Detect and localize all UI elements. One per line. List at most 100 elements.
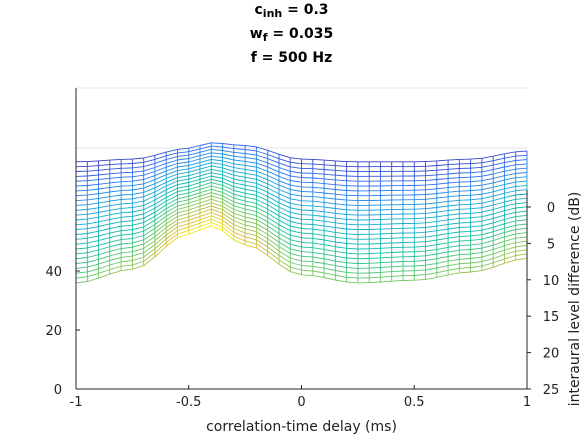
mesh-row-segment — [121, 229, 133, 232]
mesh-row-segment — [267, 208, 280, 217]
mesh-row-segment — [504, 164, 516, 168]
mesh-row-segment — [290, 262, 302, 266]
mesh-row-segment — [290, 216, 302, 220]
mesh-row-segment — [233, 155, 246, 158]
mesh-row-segment — [278, 215, 291, 222]
mesh-row-segment — [459, 199, 471, 201]
mesh-row-segment — [515, 240, 528, 244]
mesh-row-segment — [188, 192, 201, 197]
mesh-row-segment — [380, 261, 392, 264]
mesh-row-segment — [188, 161, 201, 166]
mesh-row-segment — [132, 187, 144, 191]
mesh-row-segment — [504, 181, 516, 185]
mesh-row-segment — [448, 227, 460, 230]
mesh-row-segment — [391, 242, 404, 244]
mesh-row-segment — [380, 232, 392, 235]
mesh-row-segment — [233, 235, 246, 242]
mesh-row-segment — [188, 199, 201, 204]
mesh-row-segment — [470, 261, 482, 264]
mesh-row-segment — [504, 207, 516, 212]
mesh-row-segment — [87, 212, 99, 215]
mesh-row-segment — [211, 178, 223, 183]
mesh-row-segment — [143, 167, 156, 172]
mesh-row-segment — [199, 198, 212, 204]
mesh-row-segment — [199, 212, 212, 217]
mesh-row-segment — [143, 158, 156, 163]
mesh-row-segment — [87, 268, 99, 273]
mesh-row-segment — [470, 238, 482, 241]
mesh-row-segment — [132, 226, 144, 231]
mesh-row-segment — [459, 208, 471, 210]
mesh-row-segment — [470, 157, 482, 160]
mesh-row-segment — [290, 184, 302, 188]
mesh-row-segment — [121, 198, 133, 200]
mesh-row-segment — [211, 165, 223, 169]
mesh-row-segment — [301, 274, 313, 277]
mesh-row-segment — [143, 183, 156, 189]
mesh-row-segment — [448, 199, 460, 202]
mesh-row-segment — [199, 152, 212, 157]
mesh-row-segment — [493, 170, 505, 175]
mesh-row-segment — [470, 256, 482, 259]
mesh-row-segment — [459, 217, 471, 219]
mesh-row-segment — [301, 237, 313, 239]
mesh-row-segment — [75, 194, 88, 197]
mesh-row-segment — [470, 180, 482, 183]
mesh-row-segment — [245, 200, 257, 204]
mesh-row-segment — [166, 184, 178, 191]
mesh-row-segment — [436, 200, 449, 204]
mesh-row-segment — [515, 176, 528, 179]
mesh-row-segment — [369, 281, 381, 284]
mesh-row-segment — [211, 142, 223, 144]
mesh-row-segment — [459, 221, 471, 224]
mesh-row-segment — [188, 195, 201, 201]
mesh-row-segment — [233, 201, 246, 206]
mesh-row-segment — [312, 210, 325, 213]
mesh-row-segment — [515, 202, 528, 205]
mesh-row-segment — [75, 185, 88, 187]
mesh-row-segment — [459, 190, 471, 192]
mesh-row-segment — [448, 263, 460, 267]
mesh-row-segment — [244, 244, 257, 249]
mesh-row-segment — [470, 211, 482, 214]
mesh-row-segment — [346, 228, 358, 231]
mesh-row-segment — [211, 175, 223, 179]
mesh-row-segment — [470, 270, 482, 273]
mesh-row-segment — [380, 280, 392, 283]
mesh-row-segment — [425, 202, 437, 205]
mesh-row-segment — [188, 165, 201, 170]
mesh-row-segment — [369, 262, 381, 264]
mesh-row-segment — [165, 191, 178, 198]
mesh-row-segment — [132, 222, 144, 226]
mesh-row-segment — [188, 145, 201, 149]
mesh-row-segment — [312, 158, 325, 161]
mesh-row-segment — [493, 245, 505, 250]
mesh-row-segment — [132, 252, 144, 257]
mesh-row-segment — [109, 190, 122, 193]
mesh-row-segment — [448, 204, 460, 207]
mesh-row-segment — [425, 216, 437, 219]
mesh-row-segment — [324, 272, 336, 276]
mesh-row-segment — [245, 188, 257, 192]
mesh-row-segment — [470, 265, 482, 268]
mesh-row-segment — [211, 195, 223, 200]
mesh-row-segment — [188, 205, 201, 211]
mesh-row-segment — [312, 191, 325, 194]
mesh-row-segment — [335, 174, 347, 177]
mesh-row-segment — [493, 205, 505, 210]
mesh-row-segment — [132, 247, 144, 253]
mesh-row-segment — [199, 202, 212, 207]
mesh-row-segment — [504, 194, 516, 199]
mesh-row-segment — [335, 231, 347, 235]
mesh-row-segment — [143, 228, 156, 236]
mesh-row-segment — [177, 178, 189, 182]
mesh-row-segment — [324, 277, 336, 281]
mesh-row-segment — [233, 231, 246, 238]
mesh-row-segment — [493, 179, 505, 184]
mesh-row-segment — [245, 168, 257, 172]
mesh-row-segment — [75, 204, 88, 206]
mesh-row-segment — [244, 220, 257, 225]
mesh-row-segment — [504, 250, 516, 255]
mesh-row-segment — [166, 180, 178, 187]
